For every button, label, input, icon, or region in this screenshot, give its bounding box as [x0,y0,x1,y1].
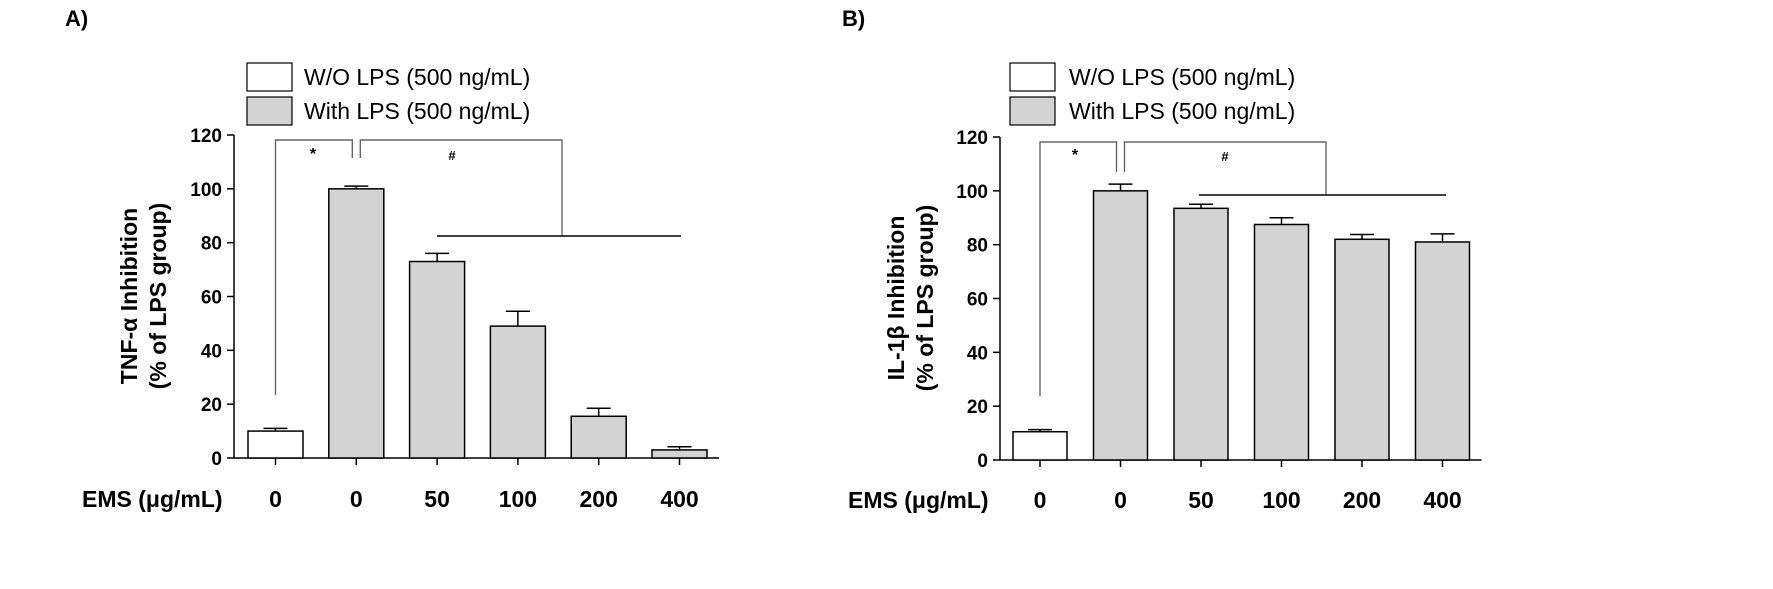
panel-b-bar [1334,238,1390,461]
panel-a-x-tick-label: 100 [499,486,537,512]
panel-a-bar [651,449,708,459]
panel-a-legend-label-with-lps: With LPS (500 ng/mL) [304,98,530,124]
panel-a-legend-swatch-with-lps [246,96,293,126]
panel-a-ylabel-line1: TNF-α Inhibition [116,208,142,384]
panel-b-bar [1092,190,1149,461]
panel-a-bar [489,325,547,459]
panel-b-x-tick-label: 100 [1262,487,1300,513]
panel-b-x-axis-title: EMS (μg/mL) [848,487,989,513]
panel-b-x-tick-label: 400 [1423,487,1461,513]
panel-a-x-axis-title: EMS (μg/mL) [82,486,223,512]
panel-a-x-tick-label: 400 [660,486,698,512]
panel-b-bar [1012,430,1068,461]
panel-a-x-tick-label: 0 [350,486,363,512]
panel-a-y-tick-label: 60 [201,288,222,309]
panel-b-y-tick-label: 60 [967,290,988,311]
panel-b-y-tick-label: 20 [967,397,988,418]
panel-a-significance-hash: # [448,148,456,163]
panel-a-y-tick-label: 80 [201,234,222,255]
panel-a-bar [247,430,304,459]
panel-b: B) W/O LPS (500 ng/mL) With LPS (500 ng/… [842,6,1482,513]
panel-b-y-tick-label: 120 [956,128,988,149]
panel-a: A) W/O LPS (500 ng/mL) With LPS (500 ng/… [65,6,719,512]
panel-b-y-tick-label: 40 [967,343,988,364]
panel-a-bar [570,415,627,459]
panel-b-label: B) [842,6,865,31]
panel-a-significance-bracket-hash [359,139,563,236]
panel-a-x-tick-label: 200 [580,486,618,512]
panel-b-bar [1253,223,1310,461]
panel-a-legend-swatch-without-lps [246,62,293,92]
panel-a-x-tick-label: 50 [424,486,450,512]
panel-a-plot-area: 0 20 40 60 80 100 120 0 0 50 100 200 400 [190,126,719,512]
panel-b-y-tick-label: 80 [967,236,988,257]
panel-b-legend-swatch-without-lps [1009,62,1056,92]
panel-a-y-tick-label: 100 [190,180,222,201]
panel-b-plot-area: 0 20 40 60 80 100 120 0 0 50 100 200 400 [956,128,1482,513]
panel-b-bar [1173,207,1229,461]
panel-b-ylabel-line2: (% of LPS group) [912,205,938,392]
panel-a-significance-star: * [310,146,317,163]
panel-a-x-tick-label: 0 [269,486,282,512]
panel-a-significance-bracket-star [274,139,353,395]
panel-b-legend-swatch-with-lps [1009,96,1056,126]
panel-b-legend-label-with-lps: With LPS (500 ng/mL) [1069,98,1295,124]
panel-a-y-tick-label: 120 [190,126,222,147]
panel-a-bar [328,188,385,459]
panel-b-significance-bracket-hash [1123,141,1327,195]
panel-a-bar [408,260,466,459]
panel-a-y-tick-label: 0 [211,449,222,470]
panel-a-ylabel-line2: (% of LPS group) [145,203,171,390]
panel-b-x-tick-label: 0 [1114,487,1127,513]
panel-b-y-tick-label: 0 [977,451,988,472]
panel-a-legend-label-without-lps: W/O LPS (500 ng/mL) [304,64,530,90]
panel-b-bar [1414,241,1471,461]
panel-b-ylabel-line1: IL-1β Inhibition [883,216,909,381]
panel-b-significance-star: * [1072,147,1079,164]
panel-b-significance-hash: # [1221,149,1229,164]
panel-b-y-tick-label: 100 [956,182,988,203]
panel-a-y-tick-label: 20 [201,395,222,416]
panel-b-significance-bracket-star [1039,141,1118,396]
panel-b-x-tick-label: 200 [1343,487,1381,513]
panel-b-x-tick-label: 50 [1188,487,1214,513]
panel-a-y-tick-label: 40 [201,341,222,362]
panel-b-x-tick-label: 0 [1034,487,1047,513]
panel-a-label: A) [65,6,88,31]
panel-b-legend-label-without-lps: W/O LPS (500 ng/mL) [1069,64,1295,90]
